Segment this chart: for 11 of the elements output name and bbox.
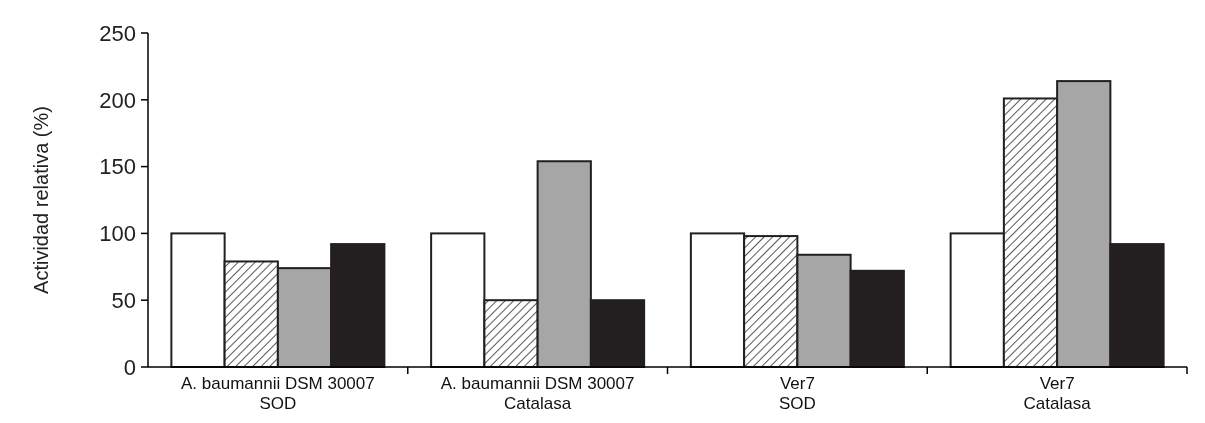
- x-tick-label: Ver7 Catalasa: [1023, 374, 1092, 413]
- y-axis-title: Actividad relativa (%): [30, 106, 52, 294]
- x-tick-label: Ver7 SOD: [778, 374, 816, 413]
- y-tick-label: 200: [99, 87, 136, 113]
- y-tick-label: 50: [111, 287, 136, 313]
- x-tick-label: A. baumannii DSM 30007 SOD: [181, 374, 375, 413]
- y-tick-label: 100: [99, 221, 136, 247]
- y-tick-label: 0: [123, 354, 136, 380]
- x-tick-label: A. baumannii DSM 30007 Catalasa: [440, 374, 635, 413]
- y-tick-label: 150: [99, 154, 136, 180]
- y-tick-label: 250: [99, 20, 136, 46]
